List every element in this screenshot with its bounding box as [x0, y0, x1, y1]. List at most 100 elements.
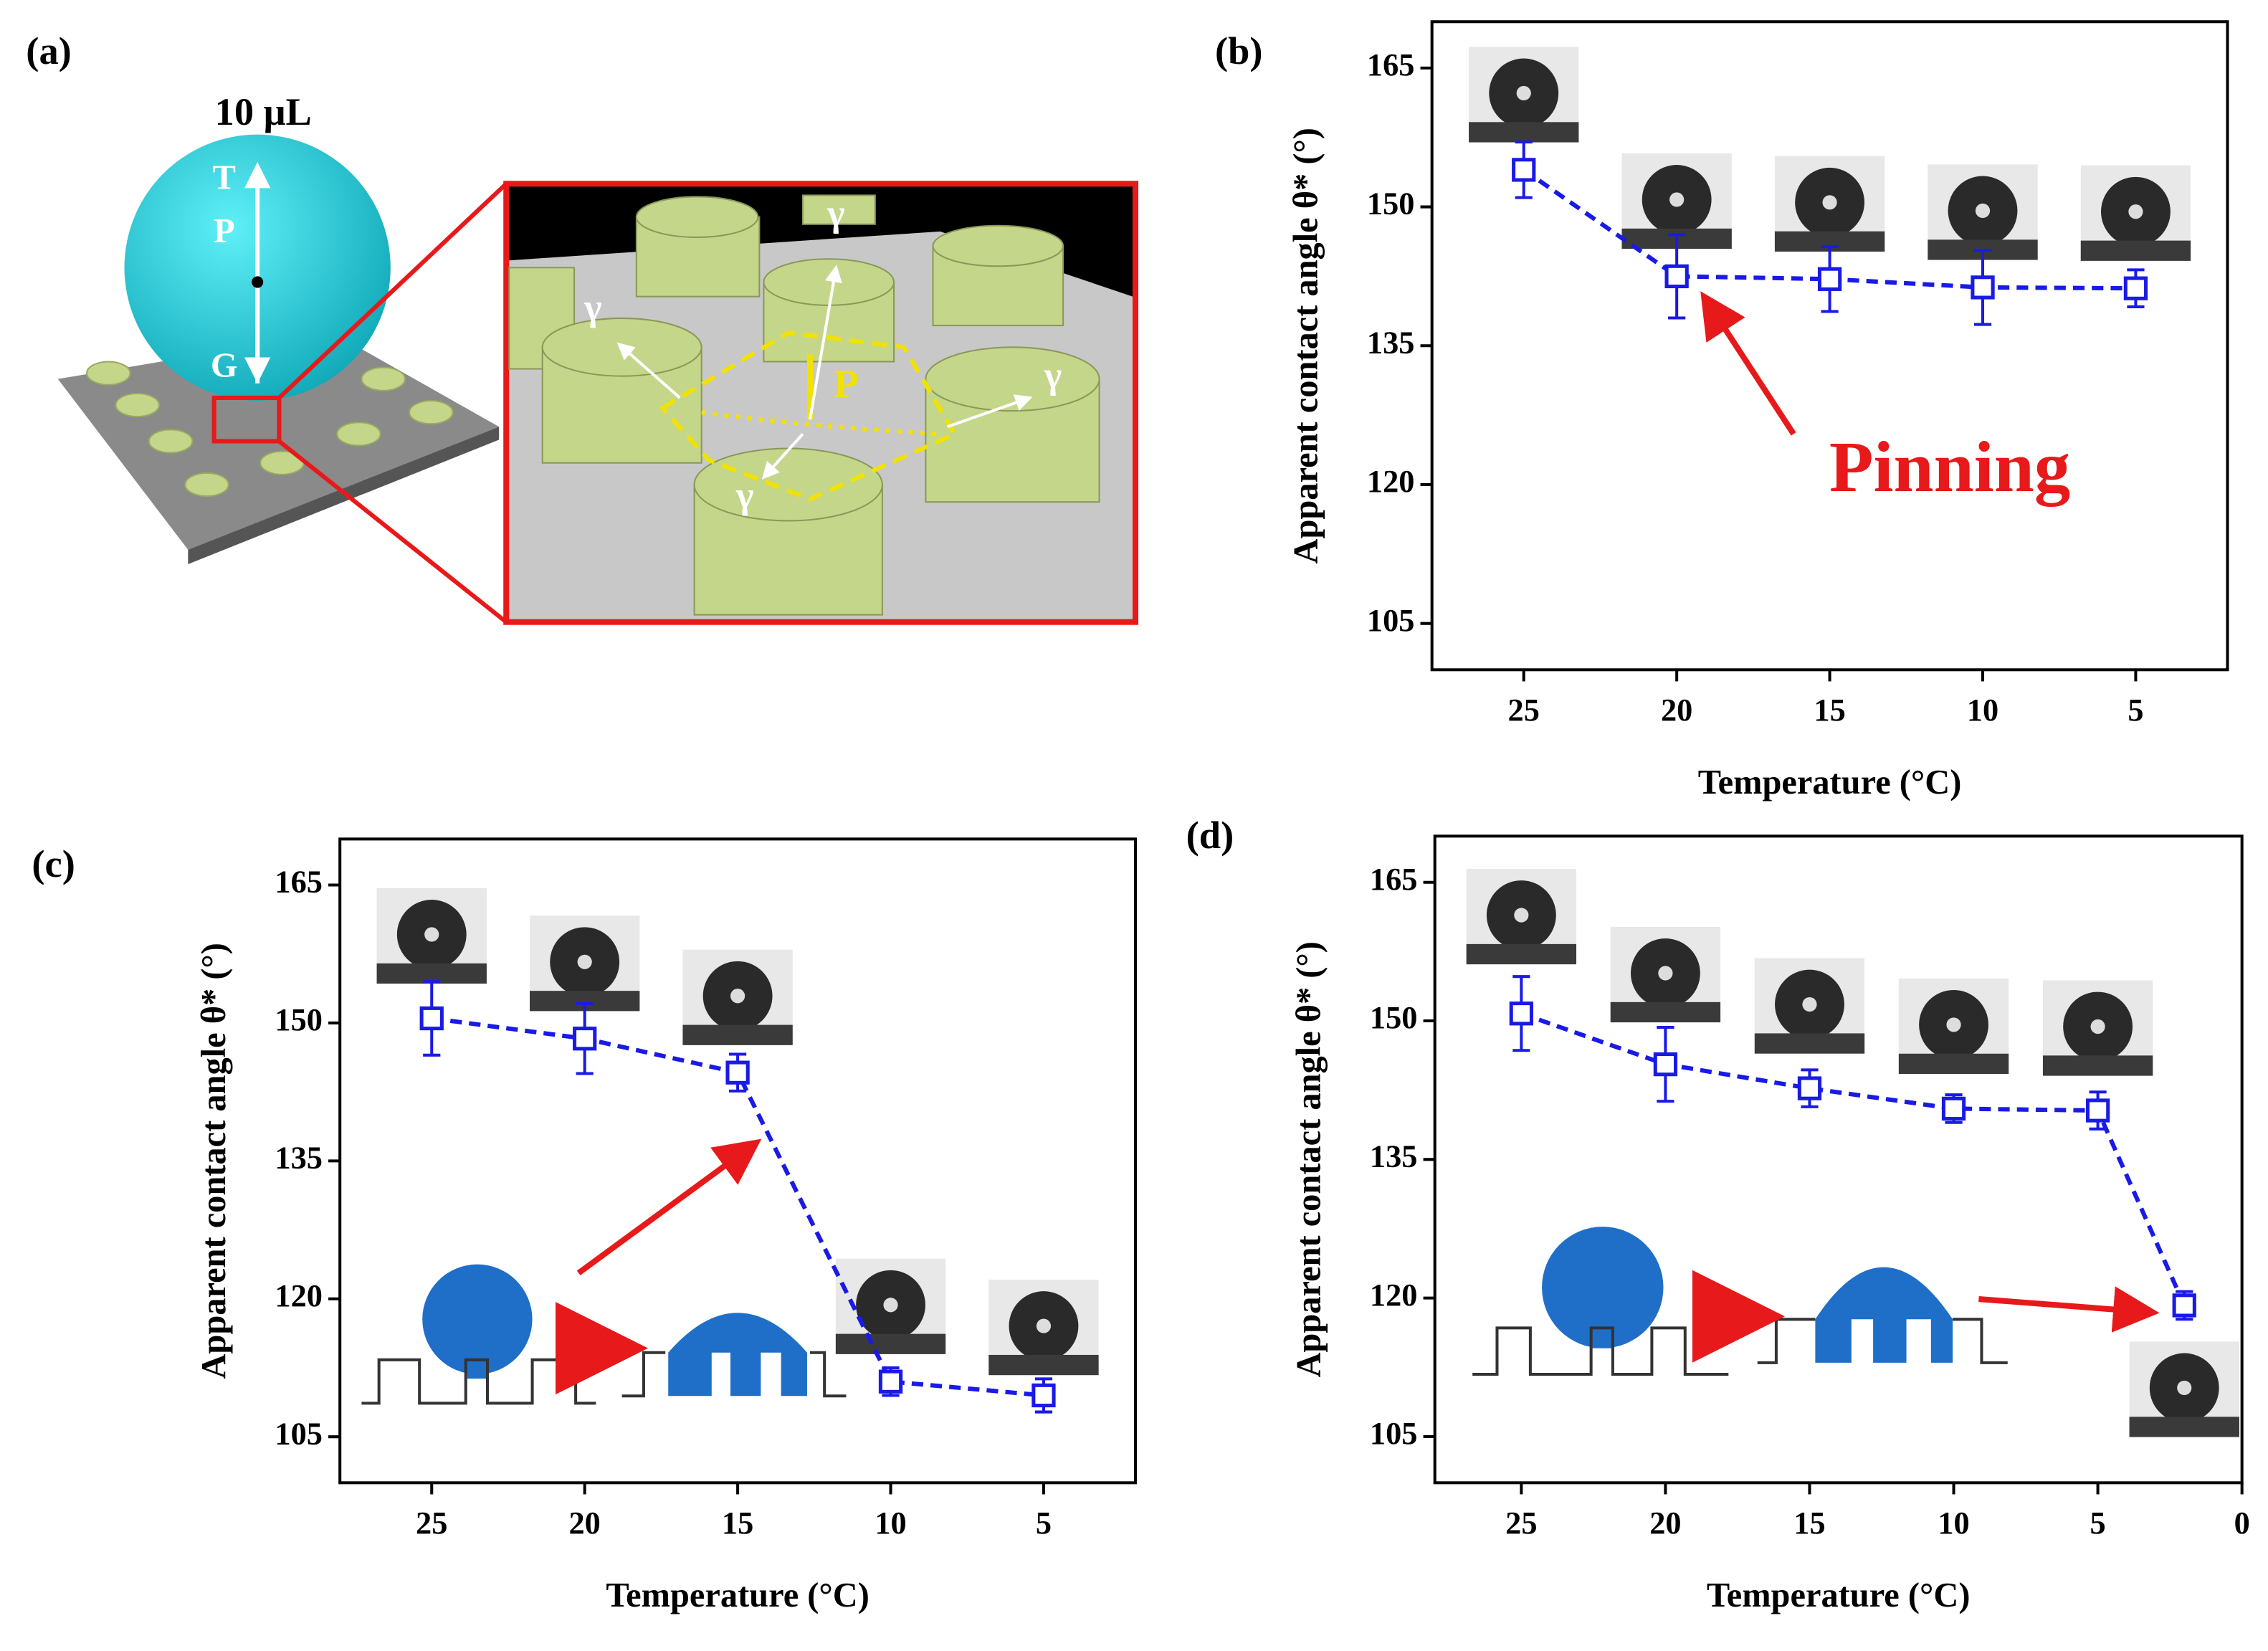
droplet-photo	[988, 1280, 1099, 1376]
photo-glint	[1822, 195, 1837, 210]
schematic-d	[1472, 1227, 2160, 1376]
marker	[2123, 276, 2148, 300]
marker	[1971, 275, 1995, 300]
y-tick-label: 150	[275, 1001, 323, 1037]
photo-glint	[1516, 85, 1531, 101]
photo-base	[682, 1024, 793, 1045]
droplet-photo	[1610, 926, 1721, 1023]
droplet-photo	[1621, 153, 1732, 249]
marker	[1512, 158, 1536, 182]
photo-base	[2080, 240, 2191, 261]
photo-base	[835, 1333, 946, 1354]
photo-glint	[730, 989, 745, 1004]
x-tick-label: 10	[1967, 692, 1998, 728]
droplet-photo	[1466, 868, 1577, 965]
droplet-photo	[2080, 165, 2191, 261]
marker	[419, 1006, 444, 1031]
droplet-photo	[682, 949, 793, 1045]
tension-label: γ	[1044, 355, 1062, 396]
y-tick-label: 165	[275, 864, 323, 900]
photo-glint	[1946, 1017, 1961, 1032]
y-tick-label: 120	[275, 1277, 323, 1313]
photo-base	[2042, 1055, 2153, 1076]
volume-label: 10 μL	[215, 90, 312, 133]
y-tick-label: 120	[1367, 463, 1415, 499]
photo-base	[988, 1354, 1099, 1376]
marker	[1941, 1096, 1966, 1121]
zoom-box	[211, 395, 282, 444]
zoom-line	[277, 439, 508, 624]
panel-label: (a)	[26, 29, 72, 72]
marker	[725, 1060, 750, 1085]
x-tick-label: 20	[568, 1505, 600, 1541]
panel-label: (d)	[1186, 813, 1234, 857]
x-axis-label: Temperature (°C)	[1698, 763, 1962, 801]
tension-arrows	[616, 265, 1033, 480]
tension-label: γ	[583, 287, 602, 328]
photo-base	[1610, 1001, 1721, 1023]
y-tick-label: 150	[1367, 186, 1415, 222]
tension-label: γ	[735, 475, 754, 516]
photo-base	[2129, 1417, 2239, 1437]
droplet-photo	[2042, 980, 2153, 1076]
x-tick-label: 5	[1036, 1505, 1052, 1541]
y-tick-label: 105	[1367, 602, 1415, 638]
x-tick-label: 10	[1938, 1505, 1969, 1541]
y-tick-label: 135	[1370, 1138, 1418, 1174]
x-tick-label: 5	[2128, 692, 2143, 728]
photo-glint	[1514, 908, 1529, 923]
photo-glint	[2090, 1019, 2105, 1034]
schematic-c	[361, 1138, 847, 1405]
photo-glint	[1658, 966, 1673, 981]
droplet-photo	[835, 1258, 946, 1354]
force-label: P	[214, 212, 235, 250]
y-axis-label: Apparent contact angle θ* (°)	[1287, 128, 1325, 563]
x-tick-label: 20	[1661, 692, 1692, 728]
y-axis-label: Apparent contact angle θ* (°)	[195, 943, 233, 1379]
droplet-photo	[376, 888, 487, 984]
panel-a: (a) 10 μL T P G γ γ γ γ P	[26, 29, 1139, 625]
marker	[2085, 1098, 2110, 1123]
photo-glint	[1975, 203, 1991, 219]
photo-glint	[577, 954, 592, 969]
inset-pillars	[508, 194, 1100, 616]
droplet-photo	[1754, 958, 1865, 1054]
y-tick-label: 165	[1367, 47, 1415, 82]
force-label: G	[211, 347, 238, 385]
photo-glint	[1669, 192, 1685, 207]
marker	[1509, 1001, 1534, 1026]
marker	[2172, 1293, 2196, 1318]
x-axis-label: Temperature (°C)	[1707, 1576, 1971, 1614]
y-axis-label: Apparent contact angle θ* (°)	[1290, 941, 1328, 1377]
x-tick-label: 15	[1814, 692, 1845, 728]
data-line	[1520, 1011, 2187, 1307]
x-tick-label: 25	[1505, 1505, 1537, 1541]
droplet-photo	[1928, 164, 2038, 260]
droplet-photo	[2129, 1341, 2239, 1437]
x-tick-label: 25	[416, 1505, 447, 1541]
droplet-photo	[1774, 156, 1885, 252]
y-tick-label: 135	[1367, 324, 1415, 360]
pressure-label: P	[834, 362, 859, 406]
droplet-photo	[1898, 978, 2009, 1075]
y-tick-label: 105	[1370, 1415, 1418, 1451]
force-label: T	[213, 158, 236, 196]
marker	[1031, 1383, 1056, 1408]
photo-base	[1469, 122, 1579, 143]
photo-glint	[2128, 204, 2143, 219]
photo-base	[1754, 1033, 1865, 1054]
photo-glint	[424, 927, 439, 942]
zoom-line	[277, 182, 508, 400]
annotation-arrow	[1700, 291, 1796, 436]
x-tick-label: 0	[2234, 1505, 2250, 1541]
annotation: Pinning	[1829, 427, 2070, 507]
y-tick-label: 165	[1370, 861, 1418, 897]
y-tick-label: 105	[275, 1415, 323, 1451]
marker	[1664, 264, 1689, 289]
photo-glint	[1036, 1318, 1052, 1333]
y-tick-label: 120	[1370, 1277, 1418, 1313]
x-tick-label: 25	[1508, 692, 1540, 728]
x-tick-label: 15	[722, 1505, 753, 1541]
photo-base	[1898, 1053, 2009, 1075]
